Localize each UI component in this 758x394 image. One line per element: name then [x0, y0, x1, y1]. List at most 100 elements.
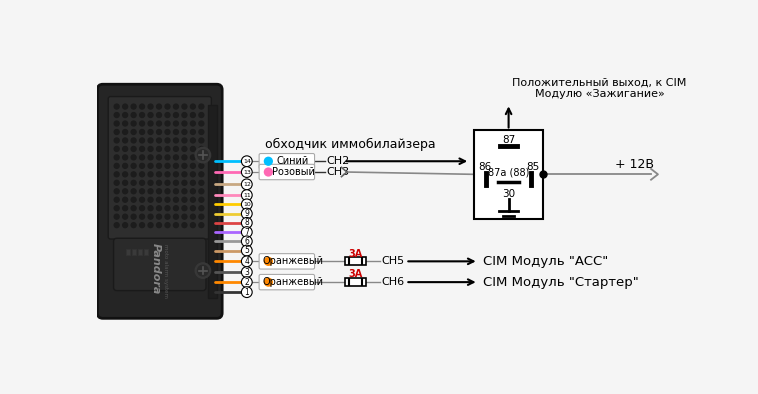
Circle shape — [165, 189, 170, 194]
Circle shape — [190, 223, 196, 228]
Circle shape — [114, 130, 119, 134]
Circle shape — [182, 164, 187, 168]
Circle shape — [148, 155, 153, 160]
Circle shape — [139, 164, 145, 168]
Circle shape — [139, 121, 145, 126]
Circle shape — [114, 121, 119, 126]
Circle shape — [199, 130, 204, 134]
Text: CIM Модуль "Стартер": CIM Модуль "Стартер" — [483, 276, 639, 289]
Circle shape — [157, 138, 161, 143]
Circle shape — [148, 223, 153, 228]
Circle shape — [114, 180, 119, 185]
Circle shape — [114, 104, 119, 109]
Circle shape — [165, 172, 170, 177]
Circle shape — [182, 180, 187, 185]
Circle shape — [157, 214, 161, 219]
Circle shape — [157, 121, 161, 126]
Circle shape — [190, 172, 196, 177]
Circle shape — [123, 138, 127, 143]
Circle shape — [157, 189, 161, 194]
Circle shape — [148, 172, 153, 177]
Circle shape — [148, 147, 153, 151]
Circle shape — [165, 155, 170, 160]
Bar — [345, 278, 366, 286]
Text: 14: 14 — [243, 159, 251, 164]
Text: 86: 86 — [478, 162, 491, 172]
Circle shape — [131, 164, 136, 168]
Text: Pandora: Pandora — [151, 243, 161, 294]
Text: 85: 85 — [526, 162, 539, 172]
Circle shape — [199, 206, 204, 211]
Circle shape — [174, 180, 178, 185]
Text: 3A: 3A — [348, 269, 362, 279]
FancyBboxPatch shape — [259, 164, 315, 180]
Circle shape — [148, 138, 153, 143]
Circle shape — [139, 155, 145, 160]
Circle shape — [131, 147, 136, 151]
Circle shape — [241, 190, 252, 201]
Text: 1: 1 — [244, 288, 249, 297]
Circle shape — [148, 113, 153, 117]
Circle shape — [165, 214, 170, 219]
Circle shape — [157, 130, 161, 134]
Text: moto alarm system: moto alarm system — [164, 243, 168, 297]
Circle shape — [165, 113, 170, 117]
Circle shape — [131, 138, 136, 143]
Circle shape — [241, 256, 252, 267]
Circle shape — [196, 147, 211, 163]
Circle shape — [241, 267, 252, 277]
Circle shape — [199, 197, 204, 202]
Circle shape — [174, 164, 178, 168]
Circle shape — [123, 214, 127, 219]
Circle shape — [123, 172, 127, 177]
Circle shape — [199, 223, 204, 228]
Bar — [138, 249, 142, 255]
Circle shape — [157, 104, 161, 109]
Circle shape — [123, 206, 127, 211]
FancyBboxPatch shape — [259, 275, 315, 290]
Circle shape — [174, 206, 178, 211]
Circle shape — [174, 121, 178, 126]
Circle shape — [190, 121, 196, 126]
Circle shape — [139, 214, 145, 219]
Circle shape — [139, 206, 145, 211]
Circle shape — [123, 189, 127, 194]
Circle shape — [241, 245, 252, 256]
Text: 3A: 3A — [348, 249, 362, 258]
Circle shape — [199, 155, 204, 160]
Text: 4: 4 — [244, 257, 249, 266]
Circle shape — [190, 147, 196, 151]
Circle shape — [198, 265, 208, 276]
Circle shape — [190, 104, 196, 109]
Circle shape — [114, 223, 119, 228]
Circle shape — [182, 130, 187, 134]
Circle shape — [199, 113, 204, 117]
Circle shape — [174, 113, 178, 117]
Circle shape — [114, 113, 119, 117]
Circle shape — [241, 227, 252, 238]
Circle shape — [157, 172, 161, 177]
Circle shape — [182, 172, 187, 177]
Circle shape — [165, 180, 170, 185]
Circle shape — [148, 197, 153, 202]
Circle shape — [165, 223, 170, 228]
Circle shape — [131, 130, 136, 134]
Circle shape — [131, 189, 136, 194]
Circle shape — [139, 130, 145, 134]
Circle shape — [114, 138, 119, 143]
Text: + 12В: + 12В — [615, 158, 653, 171]
Circle shape — [174, 155, 178, 160]
Circle shape — [190, 197, 196, 202]
Text: 11: 11 — [243, 193, 251, 198]
Circle shape — [131, 206, 136, 211]
Circle shape — [131, 214, 136, 219]
Circle shape — [131, 155, 136, 160]
Circle shape — [198, 150, 208, 160]
Circle shape — [199, 147, 204, 151]
Circle shape — [148, 180, 153, 185]
Circle shape — [182, 214, 187, 219]
Circle shape — [123, 104, 127, 109]
Circle shape — [148, 121, 153, 126]
Circle shape — [148, 164, 153, 168]
FancyBboxPatch shape — [98, 84, 222, 318]
